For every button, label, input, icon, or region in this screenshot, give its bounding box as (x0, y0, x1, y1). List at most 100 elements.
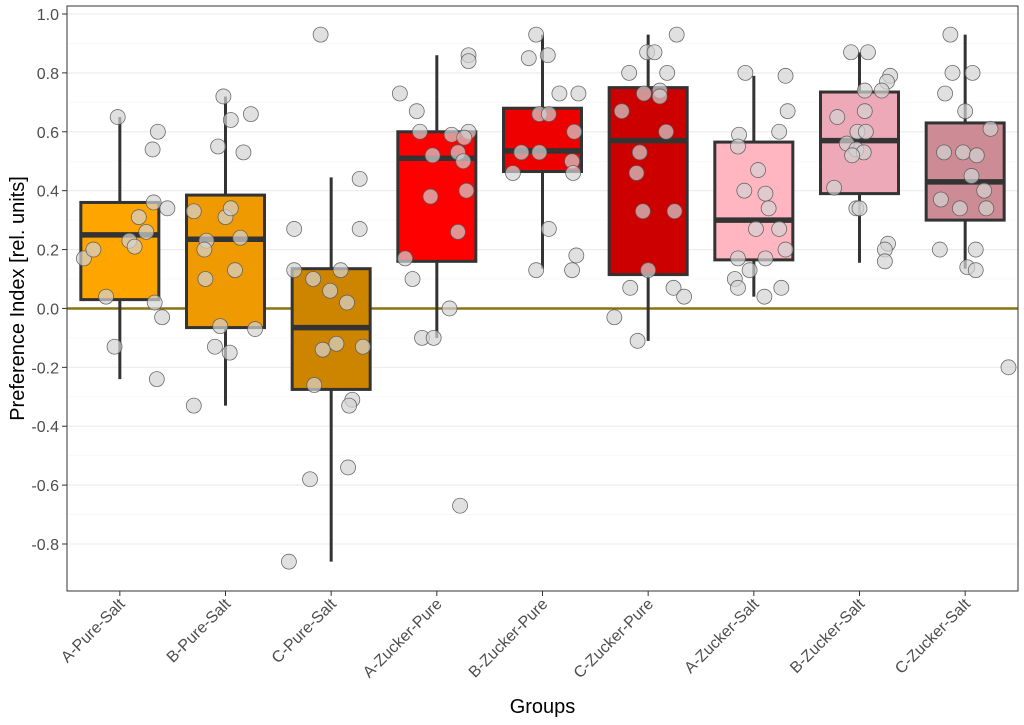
data-point (760, 200, 777, 217)
data-point (149, 123, 166, 140)
data-point (109, 109, 126, 125)
data-point (978, 200, 995, 217)
data-point (302, 471, 318, 488)
data-point (665, 279, 682, 296)
data-point (455, 153, 472, 170)
data-point (450, 223, 466, 240)
data-point (354, 338, 371, 355)
data-point (779, 103, 796, 120)
data-point (422, 188, 439, 205)
data-point (773, 279, 790, 296)
data-point (631, 144, 648, 161)
data-point (520, 50, 537, 67)
data-point (424, 147, 441, 164)
data-point (305, 271, 322, 287)
data-point (757, 250, 774, 267)
data-point (185, 397, 202, 414)
data-point (456, 129, 473, 146)
data-point (844, 147, 861, 164)
data-point (328, 335, 345, 352)
data-point (551, 85, 568, 102)
data-point (976, 182, 993, 199)
data-point (730, 138, 746, 155)
data-point (968, 147, 985, 164)
data-point (771, 221, 788, 237)
data-point (730, 279, 746, 296)
data-point (247, 321, 263, 337)
data-point (931, 241, 948, 258)
y-tick-label: 0.4 (37, 184, 59, 201)
data-point (391, 85, 408, 102)
data-point (944, 64, 961, 81)
data-point (222, 200, 239, 217)
y-tick-label: 0.0 (37, 301, 59, 318)
data-point (565, 165, 582, 181)
data-point (146, 294, 163, 311)
y-tick-label: 0.2 (37, 243, 59, 260)
data-point (757, 185, 774, 202)
data-point (106, 338, 123, 355)
data-point (144, 141, 161, 158)
data-point (242, 106, 259, 123)
data-point (568, 247, 585, 264)
data-point (528, 26, 545, 43)
data-point (829, 109, 846, 125)
data-point (312, 26, 329, 43)
y-tick-label: -0.8 (31, 537, 59, 554)
y-tick-label: 1.0 (37, 7, 59, 24)
data-point (622, 279, 639, 296)
y-tick-label: -0.4 (31, 419, 59, 436)
data-point (750, 162, 766, 178)
data-point (207, 338, 223, 355)
data-point (227, 262, 243, 279)
data-point (826, 179, 843, 196)
data-point (771, 123, 788, 140)
data-point (636, 85, 652, 102)
data-point (341, 397, 358, 414)
data-point (441, 300, 458, 317)
data-point (215, 88, 232, 105)
data-point (856, 82, 873, 99)
data-point (676, 288, 692, 305)
data-point (85, 241, 102, 258)
box-body (713, 140, 795, 262)
data-point (332, 262, 349, 279)
data-point (873, 82, 890, 99)
box-A-Zucker-Salt (713, 75, 795, 297)
data-point (951, 200, 968, 217)
data-point (531, 144, 548, 161)
data-point (397, 250, 414, 267)
data-point (306, 377, 323, 393)
data-point (1000, 359, 1017, 376)
data-point (148, 371, 165, 388)
data-point (967, 241, 984, 258)
data-point (210, 138, 227, 155)
data-point (736, 182, 753, 199)
data-point (145, 194, 162, 211)
data-point (314, 341, 331, 358)
x-axis-title: Groups (510, 696, 576, 718)
data-point (857, 123, 874, 140)
data-point (505, 165, 521, 181)
data-point (613, 103, 630, 120)
data-point (235, 144, 252, 161)
data-point (658, 123, 675, 140)
data-point (452, 497, 468, 514)
data-point (646, 44, 663, 61)
data-point (777, 241, 794, 258)
data-point (212, 318, 229, 335)
data-point (932, 191, 949, 208)
data-point (963, 168, 980, 184)
data-point (528, 262, 545, 279)
data-point (425, 329, 442, 346)
data-point (564, 262, 580, 279)
data-point (286, 262, 303, 279)
data-point (460, 53, 477, 70)
data-point (138, 223, 155, 240)
data-point (126, 238, 143, 255)
data-point (606, 309, 623, 326)
y-tick-label: 0.8 (37, 66, 59, 83)
data-point (412, 123, 428, 140)
y-tick-label: -0.6 (31, 478, 59, 495)
